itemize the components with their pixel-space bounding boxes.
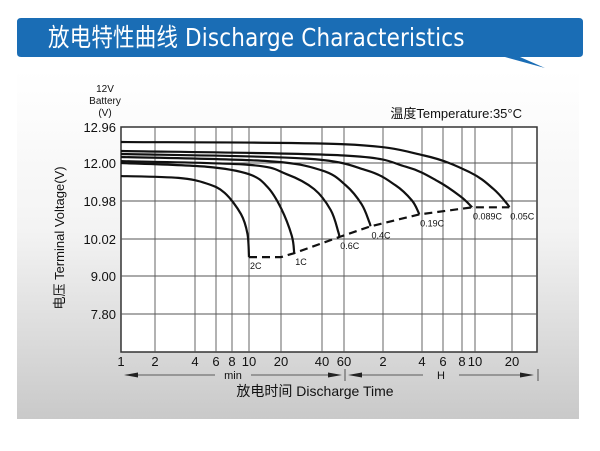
y-tick-label: 12.96 [83,120,116,135]
x-tick-label: 4 [418,354,425,369]
x-tick-label: 1 [117,354,124,369]
hour-unit-label: H [437,370,445,382]
battery-label-2: Battery [89,96,121,107]
battery-label-3: (V) [98,108,111,119]
x-tick-label: 2 [151,354,158,369]
curve-label: 0.4C [371,230,391,240]
x-tick-label: 20 [274,354,288,369]
x-tick-label: 10 [242,354,256,369]
curve-label: 0.089C [473,211,503,221]
curve-label: 0.19C [420,218,445,228]
curve-1C [120,161,296,254]
curve-label: 1C [295,257,307,267]
y-tick-label: 12.00 [83,156,116,171]
curve-0.19C [120,152,421,215]
y-axis-label: 电压 Terminal Voltage(V) [52,166,67,309]
x-tick-label: 6 [212,354,219,369]
x-tick-label: 8 [458,354,465,369]
x-axis-label: 放电时间 Discharge Time [236,383,393,399]
x-tick-label: 8 [228,354,235,369]
curve-0.089C [120,149,474,209]
curve-label: 0.05C [510,211,535,221]
min-unit-label: min [224,370,242,382]
min-arrow-left-icon [124,372,138,378]
x-tick-label: 40 [315,354,329,369]
min-arrow-right-icon [328,372,342,378]
curve-0.4C [120,155,372,227]
hour-arrow-left-icon [348,372,362,378]
x-tick-label: 4 [191,354,198,369]
y-tick-label: 7.80 [91,307,116,322]
curve-0.05C [120,140,511,208]
plot-area [120,126,538,353]
curve-2C [120,174,251,258]
x-tick-label: 20 [505,354,519,369]
title-banner [17,18,583,68]
temperature-label: 温度Temperature:35°C [390,106,522,121]
curve-0.6C [120,160,341,238]
cutoff-dashed-line [249,206,510,259]
x-tick-label: 60 [337,354,351,369]
x-tick-label: 2 [379,354,386,369]
battery-label-1: 12V [96,84,114,95]
x-tick-label: 10 [468,354,482,369]
y-tick-label: 9.00 [91,269,116,284]
curve-label: 2C [250,261,262,271]
y-tick-label: 10.02 [83,232,116,247]
page-title: 放电特性曲线 Discharge Characteristics [48,23,465,52]
y-tick-label: 10.98 [83,194,116,209]
x-tick-label: 6 [439,354,446,369]
curve-label: 0.6C [340,241,360,251]
hour-arrow-right-icon [520,372,534,378]
